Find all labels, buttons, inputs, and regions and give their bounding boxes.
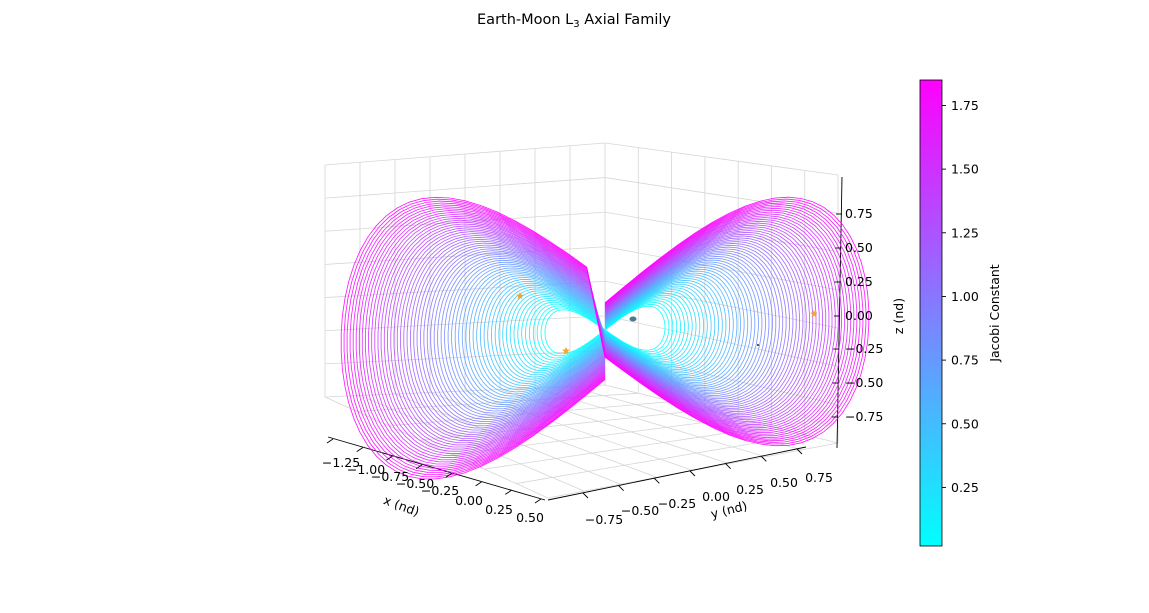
colorbar-tick-label: 1.25 <box>951 225 979 240</box>
y-tick-mark <box>761 456 767 462</box>
z-axis-label: z (nd) <box>891 298 906 334</box>
grid-line <box>452 417 739 456</box>
z-tick-label: 0.75 <box>845 206 873 221</box>
grid-line <box>324 177 606 199</box>
colorbar-tick-label: 0.50 <box>951 416 979 431</box>
z-axis-ticks: 0.75 0.50 0.25 0.00 −0.25 −0.50 −0.75 <box>831 206 883 424</box>
chart-title: Earth-Moon L3 Axial Family <box>477 12 671 30</box>
y-tick-mark <box>582 492 589 499</box>
y-tick-mark <box>618 485 624 491</box>
x-tick-label: 0.00 <box>455 493 483 508</box>
y-axis-ticks: −0.75−0.50−0.25 0.00 0.25 0.50 0.75 <box>582 448 833 527</box>
grid-line <box>604 177 839 214</box>
x-tick-mark <box>326 438 334 444</box>
y-tick-label: −0.75 <box>585 512 623 527</box>
x-axis-ticks: −1.25−1.00−0.75−0.50−0.250.000.250.50 <box>322 438 544 525</box>
x-axis-label: x (nd) <box>382 492 422 519</box>
earth-icon <box>629 316 637 322</box>
y-tick-label: 0.50 <box>770 475 798 490</box>
y-axis-line <box>547 446 807 501</box>
y-tick-mark <box>654 478 660 484</box>
grid-line <box>569 386 802 451</box>
colorbar-ticks: 1.75 1.50 1.25 1.00 0.75 0.50 0.25 <box>942 98 979 495</box>
z-axis-line <box>836 176 843 449</box>
z-tick-label: 0.00 <box>845 308 873 323</box>
z-tick-label: 0.25 <box>845 274 873 289</box>
grid-line <box>388 401 672 427</box>
x-tick-label: 0.50 <box>516 510 544 525</box>
x-tick-mark <box>356 447 363 452</box>
z-tick-label: −0.25 <box>845 341 883 356</box>
z-tick-label: −0.50 <box>845 375 883 390</box>
moon-icon <box>756 343 760 347</box>
grid-line <box>356 392 639 412</box>
grid-line <box>324 211 606 232</box>
colorbar-tick-label: 1.00 <box>951 289 979 304</box>
x-tick-label: −0.25 <box>421 483 459 498</box>
x-tick-mark <box>445 472 453 478</box>
x-tick-mark <box>534 498 542 504</box>
x-tick-mark <box>415 464 423 470</box>
x-tick-mark <box>386 455 393 461</box>
y-tick-mark <box>689 470 696 477</box>
marker-l3-icon <box>810 310 818 318</box>
grid-line <box>484 426 772 470</box>
x-tick-label: −0.50 <box>396 476 434 491</box>
x-tick-label: −1.00 <box>347 462 385 477</box>
grid-line <box>429 392 657 478</box>
colorbar-label: Jacobi Constant <box>987 264 1002 363</box>
orbit <box>340 196 870 480</box>
grid-line <box>324 350 606 365</box>
lagrange-markers <box>516 292 818 355</box>
y-tick-label: 0.00 <box>702 489 730 504</box>
grid-line <box>604 315 839 367</box>
grid-line <box>604 246 839 291</box>
z-tick-label: 0.50 <box>845 240 873 255</box>
colorbar-gradient <box>919 79 943 547</box>
grid-line <box>516 434 805 484</box>
colorbar-tick-label: 1.75 <box>951 98 979 113</box>
colorbar-tick-label: 1.50 <box>951 162 979 177</box>
orbit-family <box>340 196 870 480</box>
y-tick-mark <box>796 448 803 455</box>
colorbar: 1.75 1.50 1.25 1.00 0.75 0.50 0.25 Jacobi Cons… <box>919 79 1002 547</box>
x-tick-mark <box>505 490 512 495</box>
y-tick-label: −0.50 <box>621 503 659 518</box>
colorbar-tick-label: 0.25 <box>951 480 979 495</box>
grid-line <box>420 409 705 441</box>
x-tick-label: −0.75 <box>371 469 409 484</box>
pane-edge <box>604 142 839 176</box>
y-tick-mark <box>725 463 731 469</box>
colorbar-tick-label: 0.75 <box>951 353 979 368</box>
marker-l2-icon <box>562 347 570 355</box>
x-tick-mark <box>475 481 482 487</box>
grid-line <box>359 395 585 492</box>
x-tick-label: 0.25 <box>485 502 513 517</box>
y-tick-label: 0.25 <box>736 482 764 497</box>
y-tick-label: −0.25 <box>658 496 696 511</box>
marker-l1-icon <box>516 292 524 300</box>
x-tick-label: −1.25 <box>322 455 360 470</box>
z-tick-label: −0.75 <box>845 409 883 424</box>
y-tick-label: 0.75 <box>805 470 833 485</box>
